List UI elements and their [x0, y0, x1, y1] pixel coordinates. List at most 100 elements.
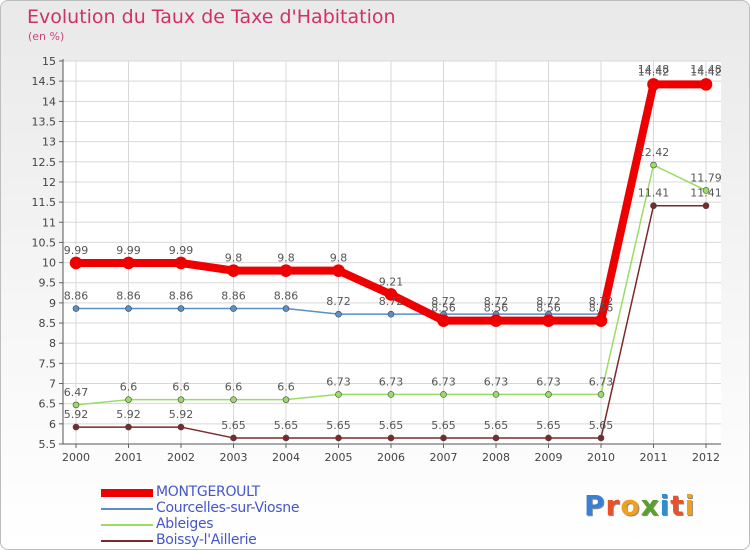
data-label: 9.99 [64, 244, 89, 257]
data-point [542, 314, 555, 327]
data-label: 8.72 [326, 295, 351, 308]
data-point [230, 305, 237, 312]
data-point [650, 202, 657, 210]
data-label: 8.56 [536, 302, 561, 315]
data-label: 8.72 [484, 295, 509, 308]
y-tick-label: 5.5 [39, 438, 57, 451]
data-point [230, 396, 237, 403]
legend-label: Ableiges [156, 516, 214, 532]
data-point [177, 305, 185, 312]
data-point [492, 434, 500, 442]
x-tick-label: 2010 [587, 451, 615, 464]
data-point [387, 310, 395, 318]
data-point [650, 161, 657, 169]
data-point [177, 396, 185, 403]
data-point [702, 202, 710, 210]
data-label: 8.72 [589, 295, 614, 308]
data-point [489, 314, 503, 327]
y-tick-label: 11.5 [32, 196, 57, 209]
data-label: 6.73 [326, 375, 351, 388]
data-label: 11.41 [638, 187, 670, 200]
data-point [387, 391, 395, 398]
data-point [335, 434, 342, 442]
y-tick-label: 12.5 [32, 156, 57, 169]
data-label: 5.65 [274, 419, 299, 432]
grid [63, 60, 721, 445]
data-label: 8.86 [221, 290, 246, 303]
data-label: 8.72 [536, 295, 561, 308]
data-label: 9.21 [379, 275, 404, 288]
legend-swatch [101, 524, 153, 526]
data-point [545, 391, 552, 398]
data-point [72, 423, 80, 431]
x-tick-label: 2012 [692, 451, 720, 464]
data-point [440, 391, 447, 398]
chart-subtitle: (en %) [28, 30, 65, 43]
data-label: 5.65 [431, 419, 456, 432]
y-tick-label: 13.5 [32, 115, 57, 128]
data-label: 5.92 [169, 408, 194, 421]
data-label: 8.72 [379, 295, 404, 308]
data-point [125, 305, 132, 312]
data-label: 8.72 [431, 295, 456, 308]
x-tick-label: 2007 [430, 451, 458, 464]
data-point [332, 264, 345, 277]
data-label: 5.92 [64, 408, 89, 421]
y-tick-label: 9.5 [39, 277, 57, 290]
legend-label: Courcelles-sur-Viosne [156, 500, 300, 516]
data-label: 6.73 [536, 375, 561, 388]
data-label: 8.56 [431, 302, 456, 315]
data-label: 9.99 [169, 244, 194, 257]
x-tick-label: 2001 [115, 451, 143, 464]
data-label: 8.86 [169, 290, 194, 303]
x-tick-label: 2006 [377, 451, 405, 464]
data-label: 6.6 [172, 381, 190, 394]
data-point [647, 78, 660, 91]
data-point [335, 391, 342, 398]
data-point [384, 288, 398, 301]
data-point [492, 391, 500, 398]
data-point [335, 310, 342, 318]
y-tick-label: 6 [49, 418, 56, 431]
data-point [227, 264, 240, 277]
data-point [230, 434, 237, 442]
data-label: 6.73 [379, 375, 404, 388]
data-label: 6.73 [431, 375, 456, 388]
y-tick-label: 6.5 [39, 398, 57, 411]
data-label: 8.86 [116, 290, 141, 303]
series-group [69, 78, 713, 442]
data-label: 6.6 [277, 381, 295, 394]
data-point [437, 314, 450, 327]
y-tick-label: 14.5 [32, 75, 57, 88]
data-label: 14.48 [690, 63, 722, 76]
data-point [69, 256, 83, 270]
legend-swatch [101, 508, 153, 510]
legend-label: MONTGEROULT [156, 484, 260, 500]
data-label: 9.8 [225, 252, 243, 265]
plot-area [63, 61, 721, 444]
data-label: 9.8 [277, 252, 295, 265]
y-tick-label: 8.5 [39, 317, 57, 330]
data-point [545, 434, 552, 442]
data-label: 6.47 [64, 386, 89, 399]
data-label: 11.79 [690, 171, 722, 184]
data-label: 11.41 [690, 187, 722, 200]
data-label: 5.65 [484, 419, 509, 432]
data-label: 5.65 [326, 419, 351, 432]
data-label: 8.86 [64, 290, 89, 303]
data-point [282, 434, 290, 442]
y-tick-label: 8 [49, 337, 56, 350]
data-label: 12.42 [638, 146, 670, 159]
data-point [177, 423, 185, 431]
data-label: 14.42 [638, 65, 670, 78]
data-point [72, 401, 80, 409]
data-point [594, 314, 608, 327]
data-point [125, 423, 132, 431]
x-tick-label: 2000 [62, 451, 90, 464]
data-point [440, 434, 447, 442]
data-label: 14.48 [638, 63, 670, 76]
data-label: 6.6 [225, 381, 243, 394]
x-tick-label: 2004 [272, 451, 300, 464]
data-point [282, 396, 290, 403]
